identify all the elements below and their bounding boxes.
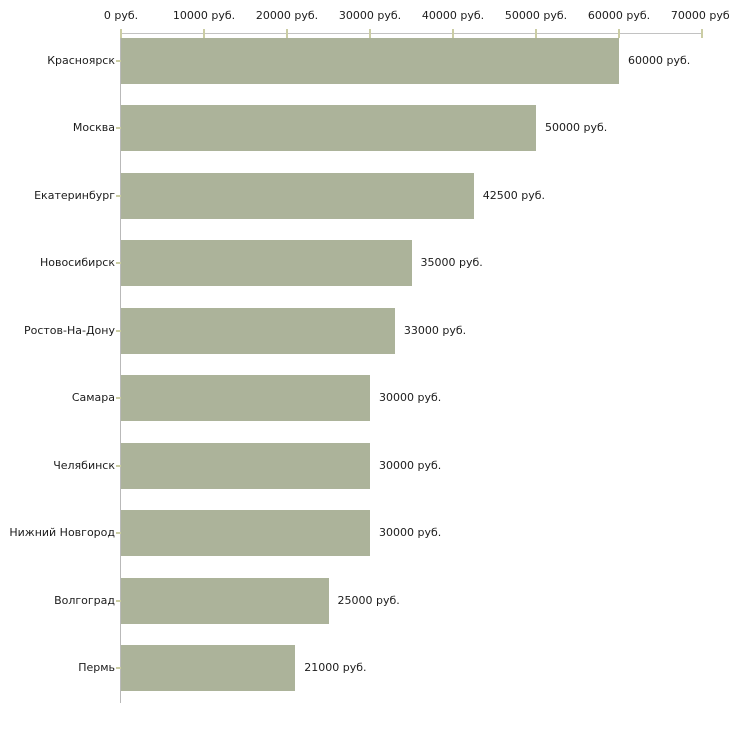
x-axis-tick-label: 10000 руб. [172,9,236,22]
plot-area: 0 руб. 10000 руб. 20000 руб. 30000 руб. 4000… [9,9,730,703]
x-axis-tick [120,29,122,38]
bar-value-label: 60000 руб. [628,54,691,67]
bar-value-label: 25000 руб. [337,593,400,607]
x-axis-tick-label: 50000 руб. [504,9,568,22]
bar-1 [121,38,619,84]
category-label: Волгоград [54,593,115,607]
y-axis-tick [116,60,121,62]
bar-5 [121,307,395,354]
category-label: Новосибирск [39,256,115,270]
x-axis-tick-label: 20000 руб. [255,9,319,22]
bar-value-label: 33000 руб. [403,323,467,337]
x-axis-tick [286,29,288,38]
bar-3 [121,172,474,219]
bar-6 [121,375,370,422]
y-axis-tick [116,262,121,265]
bar-4 [121,240,412,287]
bar-9 [121,577,329,624]
y-axis-tick [116,532,121,535]
bar-row: 60000 руб. Красноярск [47,38,701,84]
x-axis-tick-label: 0 руб. [103,9,139,22]
bar-row: 25000 руб. Волгоград [54,577,701,624]
x-axis-tick-label: 30000 руб. [338,9,402,22]
bar-row: 30000 руб. Челябинск [53,442,701,489]
category-label: Пермь [78,660,115,674]
x-axis-tick [701,29,703,38]
y-axis-tick [116,599,121,602]
bar-7 [121,442,370,489]
x-axis-tick [535,29,537,38]
bar-value-label: 30000 руб. [379,391,442,405]
bar-value-label: 50000 руб. [545,121,608,135]
bar-value-label: 30000 руб. [379,526,442,540]
x-axis-tick [369,29,371,38]
bar-2 [121,105,536,152]
bar-value-label: 30000 руб. [379,458,442,472]
y-axis-tick [116,127,121,130]
x-axis-tick [203,29,205,38]
x-axis-tick-label: 40000 руб. [421,9,485,22]
bar-row: 42500 руб. Екатеринбург [34,172,701,219]
x-axis-tick [452,29,454,38]
y-axis-tick [116,194,121,197]
category-label: Самара [71,391,115,405]
x-axis-tick [618,29,620,38]
bar-row: 50000 руб. Москва [73,105,701,152]
category-label: Нижний Новгород [9,526,115,540]
y-axis-tick [116,397,121,400]
y-axis-tick [116,329,121,332]
x-axis-tick-label: 60000 руб. [587,9,651,22]
bar-value-label: 21000 руб. [304,660,367,674]
category-label: Ростов-На-Дону [23,323,115,337]
category-label: Красноярск [47,54,115,67]
bar-8 [121,510,370,557]
bar-row: 21000 руб. Пермь [78,644,701,691]
bar-value-label: 42500 руб. [482,188,546,202]
bar-row: 30000 руб. Нижний Новгород [9,510,701,557]
x-axis-tick-label: 70000 руб. [670,9,730,22]
bar-row: 35000 руб. Новосибирск [40,240,701,287]
bar-row: 33000 руб. Ростов-На-Дону [24,307,701,354]
category-label: Челябинск [53,458,115,472]
bar-value-label: 35000 руб. [420,256,483,270]
y-axis-tick [116,666,121,669]
bar-row: 30000 руб. Самара [72,375,701,422]
bar-10 [121,644,296,691]
category-label: Екатеринбург [34,188,115,202]
y-axis-tick [116,464,121,467]
category-label: Москва [72,121,115,135]
